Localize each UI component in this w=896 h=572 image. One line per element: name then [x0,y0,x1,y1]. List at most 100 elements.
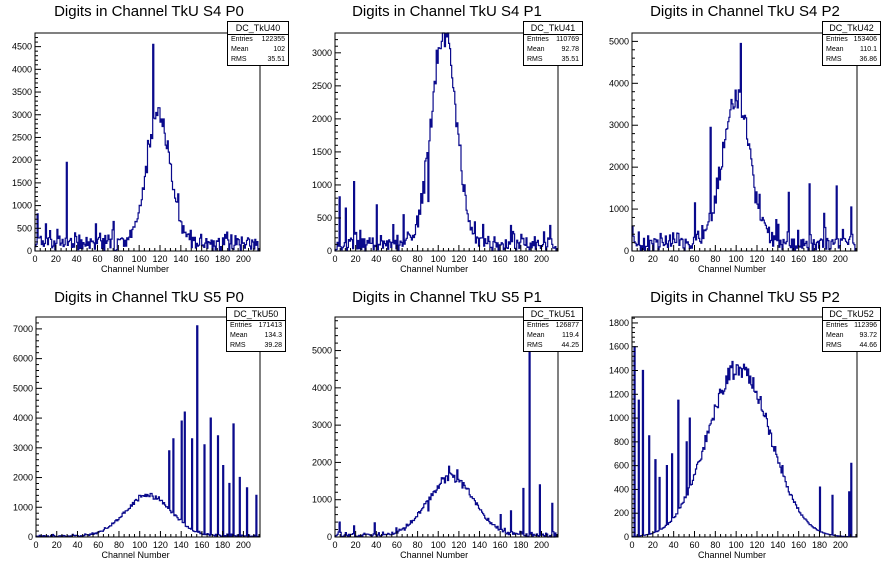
histogram-canvas: 0 1000 2000 3000 4000 5000 0 20 40 60 80 100 120 140 1… [312,316,559,560]
x-tick-label: 160 [791,540,806,550]
y-tick-label: 3000 [312,48,332,58]
stats-mean-value: 92.78 [561,46,579,53]
stats-rms-value: 35.51 [267,56,285,63]
y-tick-label: 1000 [12,201,32,211]
x-tick-label: 120 [749,540,764,550]
y-tick-label: 1500 [12,178,32,188]
y-tick-label: 1000 [13,502,33,512]
x-tick-label: 20 [648,540,658,550]
y-tick-label: 0 [327,532,332,542]
x-axis-label: Channel Number [102,550,170,560]
histogram-series [34,43,259,252]
stats-box: DC_TkU51 Entries 126877 Mean 119.4 RMS 44.2… [523,307,583,352]
stats-entries-label: Entries [527,322,549,329]
x-tick-label: 100 [132,254,147,264]
stats-mean-value: 119.4 [562,332,579,339]
x-tick-label: 40 [371,540,381,550]
x-tick-label: 80 [413,540,423,550]
stats-entries-label: Entries [527,36,549,43]
x-tick-label: 100 [431,540,446,550]
y-tick-label: 3000 [13,443,33,453]
stats-name: DC_TkU42 [823,22,880,35]
y-tick-label: 3000 [609,120,629,130]
x-tick-label: 140 [174,540,189,550]
histogram-canvas: 0 200 400 600 800 1000 1200 1400 1600 1800 0 20 40 60… [609,316,858,560]
y-tick-label: 1400 [609,366,629,376]
y-tick-label: 3500 [12,87,32,97]
stats-mean-label: Mean [826,332,844,339]
x-tick-label: 60 [392,540,402,550]
y-tick-label: 4000 [12,64,32,74]
stats-name: DC_TkU50 [227,308,285,321]
x-tick-label: 40 [669,254,679,264]
x-axis-label: Channel Number [400,550,468,560]
y-tick-label: 1000 [609,413,629,423]
x-tick-label: 160 [493,254,508,264]
x-tick-label: 40 [371,254,381,264]
x-axis-label: Channel Number [101,264,169,274]
x-tick-label: 200 [236,254,251,264]
stats-mean-label: Mean [231,46,249,53]
y-tick-label: 3000 [12,110,32,120]
stats-box: DC_TkU40 Entries 122355 Mean 102 RMS 35.51 [227,21,289,66]
stats-box: DC_TkU42 Entries 153406 Mean 110.1 RMS 36.8… [822,21,881,66]
x-tick-label: 0 [33,540,38,550]
stats-rms-label: RMS [527,342,543,349]
x-tick-label: 180 [513,254,528,264]
stats-rms-label: RMS [527,56,543,63]
x-tick-label: 20 [52,540,62,550]
y-tick-label: 1600 [609,342,629,352]
stats-rms-value: 44.25 [561,342,579,349]
y-tick-label: 5000 [609,36,629,46]
y-tick-label: 1800 [609,318,629,328]
x-axis-label: Channel Number [698,264,766,274]
stats-mean-label: Mean [230,332,248,339]
stats-box: DC_TkU41 Entries 110769 Mean 92.78 RMS 35.5… [523,21,583,66]
x-tick-label: 0 [332,540,337,550]
histogram-pad-s4-p0: 0 500 1000 1500 2000 2500 3000 3500 4000 4500 0 20 4… [0,0,298,286]
x-tick-label: 140 [472,540,487,550]
y-tick-label: 1500 [312,147,332,157]
stats-rms-value: 35.51 [561,56,579,63]
histogram-series [631,346,856,538]
plot-frame [334,32,559,252]
y-tick-label: 600 [614,461,629,471]
y-tick-label: 200 [614,508,629,518]
histogram-pad-s5-p2: 0 200 400 600 800 1000 1200 1400 1600 1800 0 20 40 60… [596,286,894,572]
x-tick-label: 120 [451,540,466,550]
x-tick-label: 60 [689,254,699,264]
y-tick-label: 1200 [609,389,629,399]
x-tick-label: 140 [770,540,785,550]
y-tick-label: 2000 [312,114,332,124]
x-tick-label: 80 [413,254,423,264]
y-tick-label: 5000 [13,383,33,393]
x-tick-label: 120 [749,254,764,264]
y-tick-label: 2500 [312,81,332,91]
stats-entries-value: 171413 [258,322,282,329]
stats-entries-value: 126877 [555,322,579,329]
y-tick-label: 500 [17,223,32,233]
stats-entries-value: 110769 [556,36,579,43]
x-tick-label: 80 [114,540,124,550]
y-tick-label: 0 [624,246,629,256]
histogram-canvas: 0 1000 2000 3000 4000 5000 6000 7000 0 20 40 60 80 10… [13,316,261,560]
y-tick-label: 1000 [609,204,629,214]
x-tick-label: 20 [351,540,361,550]
x-tick-label: 80 [113,254,123,264]
x-tick-label: 160 [194,540,209,550]
histogram-canvas: 0 1000 2000 3000 4000 5000 0 20 40 60 80 100 120 140 1… [609,32,858,274]
x-tick-label: 100 [431,254,446,264]
x-tick-label: 160 [493,540,508,550]
x-tick-label: 0 [32,254,37,264]
stats-rms-label: RMS [826,342,842,349]
histogram-series [35,325,259,538]
x-tick-label: 180 [812,540,827,550]
x-tick-label: 180 [812,254,827,264]
y-tick-label: 2000 [13,473,33,483]
stats-name: DC_TkU41 [524,22,582,35]
x-tick-label: 0 [332,254,337,264]
y-tick-label: 400 [614,484,629,494]
stats-mean-value: 93.72 [859,332,877,339]
stats-rms-value: 36.86 [859,56,877,63]
x-tick-label: 180 [215,540,230,550]
